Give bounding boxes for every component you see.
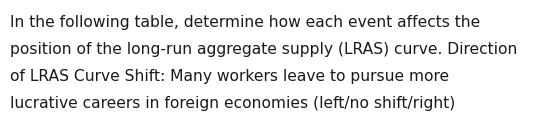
Text: lucrative careers in foreign economies (left/no shift/right): lucrative careers in foreign economies (… (10, 96, 455, 111)
Text: of LRAS Curve Shift: Many workers leave to pursue more: of LRAS Curve Shift: Many workers leave … (10, 69, 449, 84)
Text: position of the long-run aggregate supply (LRAS) curve. Direction: position of the long-run aggregate suppl… (10, 42, 517, 57)
Text: In the following table, determine how each event affects the: In the following table, determine how ea… (10, 15, 480, 30)
